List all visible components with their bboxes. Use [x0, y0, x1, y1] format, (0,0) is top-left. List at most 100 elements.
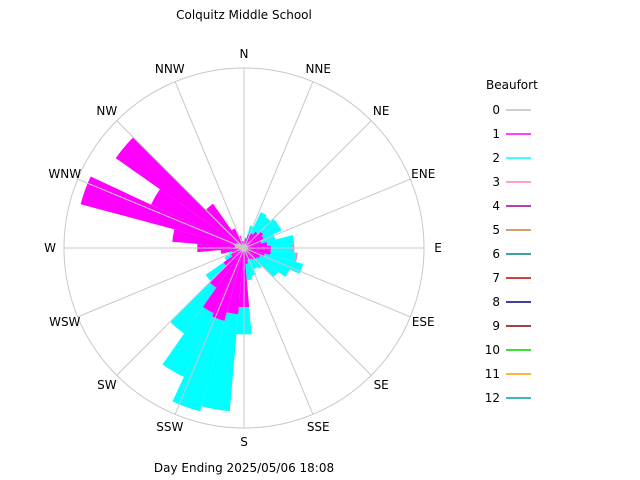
spoke-wsw: [77, 247, 245, 318]
petal-bf2-230deg: [205, 262, 227, 282]
petal-bf2-60deg: [261, 224, 282, 239]
legend-label: 1: [492, 127, 500, 141]
petal-bf2-220deg: [170, 282, 217, 334]
direction-label-n: N: [240, 47, 249, 61]
petal-bf2-200deg: [172, 316, 225, 412]
legend-label: 5: [492, 223, 500, 237]
petal-bf1-50deg: [246, 231, 264, 246]
legend-item-2: 2: [492, 151, 531, 165]
petal-bf1-320deg: [205, 203, 242, 246]
legend-label: 2: [492, 151, 500, 165]
petal-bf1-60deg: [246, 235, 264, 247]
legend-title: Beaufort: [486, 78, 538, 92]
polar-grid: [63, 67, 425, 429]
legend-item-8: 8: [492, 295, 531, 309]
petal-bf2-170deg: [245, 263, 253, 281]
legend-item-0: 0: [492, 103, 531, 117]
legend-item-11: 11: [485, 367, 531, 381]
petal-bf3-100deg: [294, 252, 298, 262]
legend-label: 6: [492, 247, 500, 261]
petal-bf1-230deg: [223, 250, 242, 266]
petal-bf1-170deg: [244, 251, 249, 265]
petal-bf1-30deg: [245, 233, 254, 246]
legend-item-9: 9: [492, 319, 531, 333]
direction-label-sw: SW: [97, 378, 117, 392]
petal-bf1-210deg: [202, 250, 243, 314]
direction-label-wnw: WNW: [48, 167, 81, 181]
legend-label: 12: [485, 391, 500, 405]
spoke-wnw: [77, 178, 245, 249]
spoke-ene: [243, 178, 411, 249]
direction-label-e: E: [434, 241, 442, 255]
spoke-se: [243, 247, 372, 376]
legend-label: 8: [492, 295, 500, 309]
direction-label-ese: ESE: [412, 315, 435, 329]
petal-bf1-100deg: [247, 248, 271, 255]
legend-item-6: 6: [492, 247, 531, 261]
spoke-ssw: [174, 247, 245, 415]
direction-label-s: S: [240, 435, 248, 449]
legend-item-3: 3: [492, 175, 531, 189]
direction-labels: N NNE NE ENE E ESE SE SSE S SSW SW WSW W WNW NW NNW: [44, 47, 442, 449]
petal-bf1-150deg: [245, 250, 252, 260]
petal-bf2-120deg: [258, 255, 290, 277]
legend-item-7: 7: [492, 271, 531, 285]
petal-bf1-190deg: [226, 251, 244, 315]
spoke-nnw: [174, 81, 245, 249]
petal-bf1-330deg: [231, 228, 243, 246]
legend-label: 4: [492, 199, 500, 213]
direction-label-ene: ENE: [411, 167, 435, 181]
petal-bf1-120deg: [246, 249, 261, 259]
petal-bf2-240deg: [224, 254, 233, 261]
petal-bf2-10deg: [244, 237, 247, 240]
legend-item-5: 5: [492, 223, 531, 237]
petal-bf2-210deg: [162, 306, 214, 377]
petal-bf2-190deg: [201, 312, 239, 412]
petal-bf1-240deg: [230, 249, 242, 257]
direction-label-nw: NW: [96, 104, 117, 118]
petal-bf1-280deg: [172, 229, 236, 248]
petal-bf2-150deg: [249, 258, 258, 270]
petal-bf1-350deg: [242, 240, 244, 245]
spoke-nw: [116, 120, 245, 249]
petal-bf1-80deg: [247, 241, 268, 248]
legend-item-12: 12: [485, 391, 531, 405]
direction-label-wsw: WSW: [49, 315, 80, 329]
legend-label: 3: [492, 175, 500, 189]
petal-bf1-260deg: [220, 248, 239, 255]
legend-label: 7: [492, 271, 500, 285]
spoke-sse: [243, 247, 314, 415]
legend-item-10: 10: [485, 343, 531, 357]
petal-bf1-220deg: [209, 250, 242, 288]
petal-bf1-140deg: [246, 250, 255, 260]
spoke-sw: [116, 247, 245, 376]
petal-bf1-310deg: [115, 137, 239, 244]
direction-label-sse: SSE: [307, 420, 330, 434]
petal-bf2-50deg: [260, 218, 278, 235]
legend-label: 11: [485, 367, 500, 381]
direction-label-ne: NE: [373, 104, 390, 118]
petal-bf1-40deg: [246, 231, 259, 246]
chart-footer: Day Ending 2025/05/06 18:08: [154, 461, 334, 475]
legend-item-4: 4: [492, 199, 531, 213]
legend-item-1: 1: [492, 127, 531, 141]
direction-label-ssw: SSW: [156, 420, 183, 434]
petal-bf2-140deg: [252, 258, 262, 269]
direction-label-nnw: NNW: [155, 62, 185, 76]
chart-title: Colquitz Middle School: [176, 8, 312, 22]
direction-label-se: SE: [374, 378, 389, 392]
spoke-ne: [243, 120, 372, 249]
petal-bf2-130deg: [255, 257, 278, 278]
petal-bf1-300deg: [151, 189, 237, 245]
direction-label-nne: NNE: [305, 62, 331, 76]
legend-label: 9: [492, 319, 500, 333]
petal-bf2-40deg: [255, 217, 271, 234]
spoke-nne: [243, 81, 314, 249]
petal-bf2-100deg: [270, 250, 297, 262]
petal-bf1-130deg: [246, 250, 258, 260]
legend-label: 0: [492, 103, 500, 117]
petal-bf1-10deg: [244, 239, 247, 245]
petal-bf2-30deg: [250, 212, 267, 235]
